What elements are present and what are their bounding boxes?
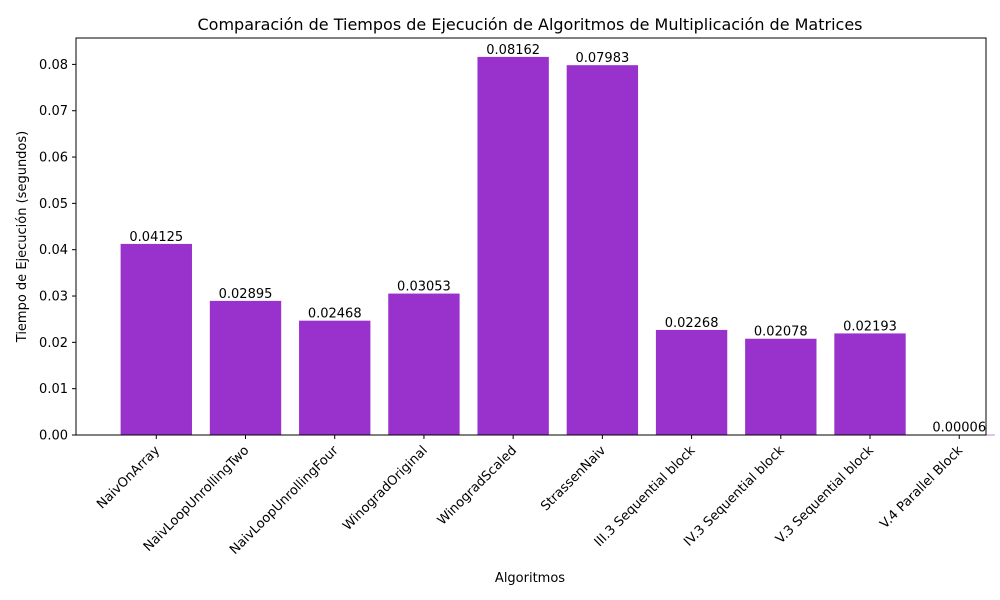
data-label-6: 0.02268 bbox=[665, 316, 719, 331]
data-label-9: 0.00006 bbox=[932, 421, 986, 436]
y-axis: 0.00 0.01 0.02 0.03 0.04 0.05 0.06 0.07 0.08 bbox=[39, 58, 76, 444]
y-tick-label-4: 0.04 bbox=[39, 243, 68, 258]
bar-3 bbox=[388, 293, 460, 435]
y-tick-label-3: 0.03 bbox=[39, 290, 68, 305]
data-label-5: 0.07983 bbox=[575, 51, 629, 66]
x-tick-label-5: StrassenNaiv bbox=[538, 443, 609, 514]
data-label-2: 0.02468 bbox=[308, 307, 362, 322]
y-tick-label-2: 0.02 bbox=[39, 336, 68, 351]
data-label-1: 0.02895 bbox=[219, 287, 273, 302]
x-axis: NaivOnArrayNaivLoopUnrollingTwoNaivLoopU… bbox=[94, 435, 966, 558]
bar-0 bbox=[120, 243, 192, 435]
data-label-4: 0.08162 bbox=[486, 43, 540, 58]
bars-layer bbox=[120, 56, 995, 436]
bar-7 bbox=[745, 338, 817, 435]
data-label-7: 0.02078 bbox=[754, 325, 808, 340]
y-tick-label-5: 0.05 bbox=[39, 197, 68, 212]
bar-4 bbox=[477, 56, 549, 436]
x-tick-label-6: III.3 Sequential block bbox=[592, 443, 699, 550]
y-tick-label-8: 0.08 bbox=[39, 58, 68, 73]
bar-6 bbox=[655, 329, 728, 435]
x-tick-label-8: V.3 Sequential block bbox=[773, 443, 877, 547]
y-tick-label-1: 0.01 bbox=[39, 382, 68, 397]
y-axis-title: Tiempo de Ejecución (segundos) bbox=[15, 131, 30, 343]
data-labels-layer: 0.04125 0.02895 0.02468 0.03053 0.08162 0.079… bbox=[129, 43, 986, 436]
x-tick-label-9: V.4 Parallel Block bbox=[877, 443, 966, 532]
y-tick-label-7: 0.07 bbox=[39, 104, 68, 119]
x-tick-label-0: NaivOnArray bbox=[94, 443, 163, 512]
bar-5 bbox=[566, 65, 639, 435]
data-label-8: 0.02193 bbox=[843, 319, 897, 334]
data-label-3: 0.03053 bbox=[397, 280, 451, 295]
x-tick-label-7: IV.3 Sequential block bbox=[681, 443, 788, 550]
bar-2 bbox=[299, 320, 371, 435]
y-tick-label-6: 0.06 bbox=[39, 151, 68, 166]
x-tick-label-4: WinogradScaled bbox=[435, 443, 520, 528]
x-tick-label-3: WinogradOriginal bbox=[340, 443, 431, 534]
bar-1 bbox=[209, 300, 282, 435]
data-label-0: 0.04125 bbox=[129, 230, 183, 245]
plot-frame bbox=[75, 37, 987, 436]
chart-title: Comparación de Tiempos de Ejecución de A… bbox=[197, 15, 862, 34]
y-tick-label-0: 0.00 bbox=[39, 429, 68, 444]
bar-8 bbox=[834, 333, 906, 435]
x-axis-title: Algoritmos bbox=[495, 571, 565, 586]
